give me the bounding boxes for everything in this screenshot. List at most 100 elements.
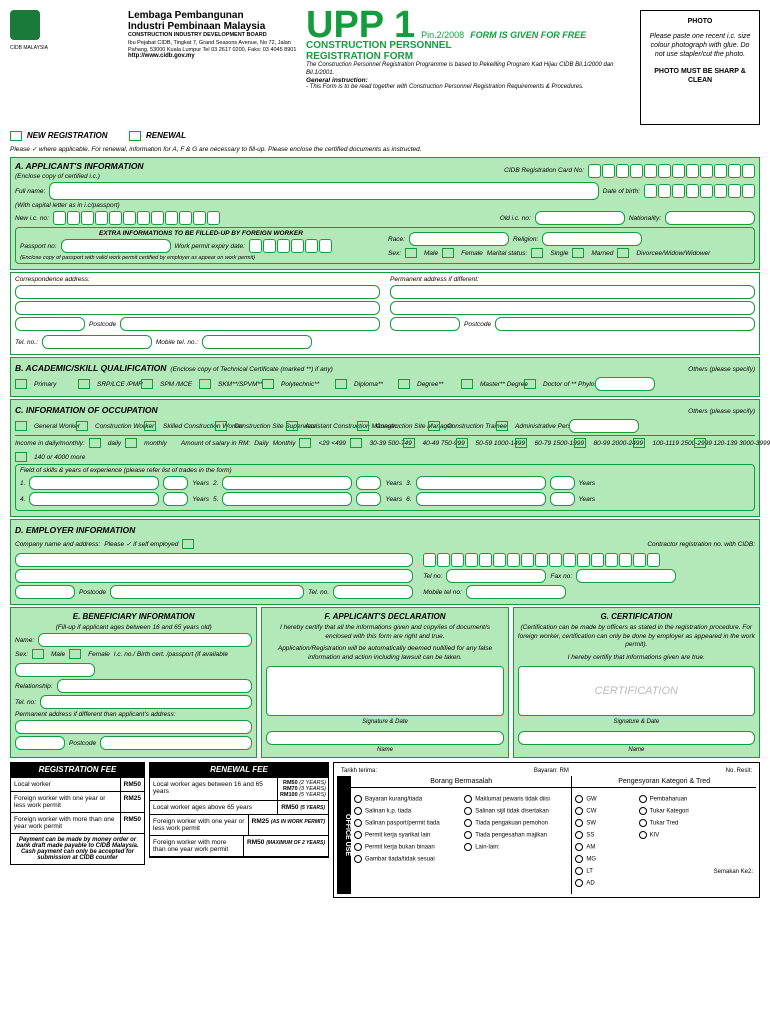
skill-3-yr[interactable]	[550, 476, 575, 490]
sal-2[interactable]	[403, 438, 415, 448]
g-name[interactable]	[518, 731, 755, 745]
permit-expiry[interactable]	[249, 239, 332, 253]
qual-6[interactable]	[398, 379, 410, 389]
skill-4[interactable]	[29, 492, 159, 506]
nationality-input[interactable]	[665, 211, 755, 225]
occ-other[interactable]	[569, 419, 639, 433]
qual-0[interactable]	[15, 379, 27, 389]
emp-addr-2[interactable]	[15, 569, 413, 583]
inc-monthly[interactable]	[125, 438, 137, 448]
perm-city[interactable]	[495, 317, 755, 331]
inc-daily[interactable]	[89, 438, 101, 448]
ben-ic[interactable]	[15, 663, 95, 677]
emp-postcode[interactable]	[15, 585, 75, 599]
section-e: E. BENEFICIARY INFORMATION (Fill-up if a…	[10, 607, 257, 758]
checkbox-new[interactable]	[10, 131, 22, 141]
skill-5[interactable]	[222, 492, 352, 506]
qual-8[interactable]	[524, 379, 536, 389]
skill-6[interactable]	[416, 492, 546, 506]
qual-3[interactable]	[199, 379, 211, 389]
corr-postcode[interactable]	[15, 317, 85, 331]
corr-addr-1[interactable]	[15, 285, 380, 299]
sex-male[interactable]	[405, 248, 417, 258]
sal-8[interactable]	[15, 452, 27, 462]
emp-city[interactable]	[110, 585, 304, 599]
ben-female[interactable]	[69, 649, 81, 659]
cidb-logo	[10, 10, 40, 40]
ben-post[interactable]	[15, 736, 65, 750]
new-ic-input[interactable]	[53, 211, 220, 225]
signature-box-f[interactable]	[266, 666, 503, 716]
qual-7[interactable]	[461, 379, 473, 389]
qual-2[interactable]	[141, 379, 153, 389]
qual-4[interactable]	[262, 379, 274, 389]
skill-5-yr[interactable]	[356, 492, 381, 506]
sal-6[interactable]	[633, 438, 645, 448]
skill-3[interactable]	[416, 476, 546, 490]
sal-7[interactable]	[694, 438, 706, 448]
occ-2[interactable]	[144, 421, 156, 431]
tel-input[interactable]	[42, 335, 152, 349]
corr-city[interactable]	[120, 317, 380, 331]
sal-5[interactable]	[574, 438, 586, 448]
old-ic-input[interactable]	[535, 211, 625, 225]
cert-box-g[interactable]: CERTIFICATION	[518, 666, 755, 716]
checkbox-renewal[interactable]	[129, 131, 141, 141]
passport-input[interactable]	[61, 239, 171, 253]
skill-2-yr[interactable]	[356, 476, 381, 490]
renewal-fee: RENEWAL FEE Local worker ages between 16…	[149, 762, 329, 898]
occ-1[interactable]	[76, 421, 88, 431]
ben-city[interactable]	[100, 736, 252, 750]
sal-4[interactable]	[515, 438, 527, 448]
d-tel[interactable]	[446, 569, 546, 583]
ben-rel[interactable]	[57, 679, 253, 693]
perm-addr-1[interactable]	[390, 285, 755, 299]
skill-6-yr[interactable]	[550, 492, 575, 506]
skill-4-yr[interactable]	[163, 492, 188, 506]
sex-female[interactable]	[442, 248, 454, 258]
section-f: F. APPLICANT'S DECLARATION I hereby cert…	[261, 607, 508, 758]
emp-tel[interactable]	[333, 585, 413, 599]
status-married[interactable]	[572, 248, 584, 258]
fullname-input[interactable]	[49, 182, 598, 200]
occ-4[interactable]	[286, 421, 298, 431]
race-input[interactable]	[409, 232, 509, 246]
photo-box: PHOTO Please paste one recent i.c. size …	[640, 10, 760, 125]
skill-1-yr[interactable]	[163, 476, 188, 490]
occ-5[interactable]	[357, 421, 369, 431]
sal-1[interactable]	[350, 438, 362, 448]
skill-1[interactable]	[29, 476, 159, 490]
occ-0[interactable]	[15, 421, 27, 431]
ben-male[interactable]	[32, 649, 44, 659]
qual-1[interactable]	[78, 379, 90, 389]
perm-postcode[interactable]	[390, 317, 460, 331]
skill-2[interactable]	[222, 476, 352, 490]
qual-other[interactable]	[595, 377, 655, 391]
occ-7[interactable]	[496, 421, 508, 431]
ben-name[interactable]	[38, 633, 252, 647]
ben-tel[interactable]	[40, 695, 252, 709]
corr-addr-2[interactable]	[15, 301, 380, 315]
dob-input[interactable]	[644, 184, 755, 198]
self-employed[interactable]	[182, 539, 194, 549]
ben-addr[interactable]	[15, 720, 252, 734]
occ-6[interactable]	[428, 421, 440, 431]
d-mobile[interactable]	[466, 585, 566, 599]
office-use: Tarikh terima:Bayaran: RMNo. Resit: OFFI…	[333, 762, 760, 898]
religion-input[interactable]	[542, 232, 642, 246]
sal-3[interactable]	[456, 438, 468, 448]
occ-3[interactable]	[215, 421, 227, 431]
qual-5[interactable]	[335, 379, 347, 389]
sal-0[interactable]	[299, 438, 311, 448]
status-divorced[interactable]	[617, 248, 629, 258]
section-g: G. CERTIFICATION (Certification can be m…	[513, 607, 760, 758]
contractor-no[interactable]	[423, 553, 660, 567]
f-name[interactable]	[266, 731, 503, 745]
section-b: B. ACADEMIC/SKILL QUALIFICATION (Enclose…	[10, 357, 760, 397]
status-single[interactable]	[531, 248, 543, 258]
d-fax[interactable]	[576, 569, 676, 583]
mobile-input[interactable]	[202, 335, 312, 349]
emp-addr-1[interactable]	[15, 553, 413, 567]
perm-addr-2[interactable]	[390, 301, 755, 315]
cidb-card-no[interactable]	[588, 164, 755, 178]
